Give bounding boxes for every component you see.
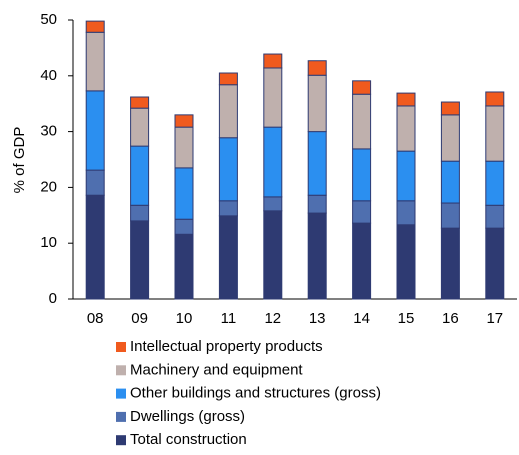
bar-segment (85, 169, 105, 196)
bar-segment (263, 67, 283, 128)
bar-segment (352, 148, 372, 202)
legend-label: Other buildings and structures (gross) (130, 385, 381, 402)
bar-segment (263, 126, 283, 198)
bar-segment (307, 60, 327, 76)
x-tick-label: 15 (398, 310, 415, 327)
x-tick-label: 10 (176, 310, 193, 327)
legend-swatch (116, 342, 126, 352)
legend-swatch (116, 435, 126, 446)
bar-segment (174, 167, 194, 220)
bar-segment (174, 126, 194, 169)
bar-segment (485, 227, 505, 300)
y-tick-label: 30 (40, 123, 57, 140)
legend-label: Intellectual property products (130, 338, 323, 355)
bar-segment (85, 31, 105, 92)
y-tick-label: 0 (49, 290, 57, 307)
x-tick-label: 16 (442, 310, 459, 327)
bar-segment (130, 107, 150, 147)
legend-swatch (116, 365, 126, 376)
bar-segment (440, 160, 460, 204)
bar-segment (396, 224, 416, 300)
bar-segment (440, 101, 460, 116)
y-tick-label: 20 (40, 178, 57, 195)
bar-segment (440, 227, 460, 300)
bar-segment (485, 105, 505, 162)
bar-segment (85, 194, 105, 300)
bar-segment (307, 212, 327, 300)
bar-segment (218, 84, 238, 139)
legend-swatch (116, 388, 126, 399)
bar-segment (307, 194, 327, 214)
bar-segment (352, 200, 372, 224)
bar-segment (174, 233, 194, 300)
bar-segment (440, 202, 460, 229)
bar-segment (396, 150, 416, 202)
bar-segment (352, 93, 372, 150)
bar-segment (85, 20, 105, 33)
x-tick-label: 12 (264, 310, 281, 327)
y-tick-label: 10 (40, 234, 57, 251)
bar-segment (396, 105, 416, 152)
bar-segment (440, 114, 460, 162)
y-axis-label: % of GDP (11, 127, 28, 194)
bar-segment (485, 160, 505, 206)
bar-segment (307, 74, 327, 133)
bar-segment (130, 220, 150, 300)
bar-segment (263, 53, 283, 69)
bar-segment (130, 204, 150, 222)
bar-segment (130, 96, 150, 109)
bar-segment (174, 218, 194, 235)
bar-segment (352, 80, 372, 95)
bar-segment (130, 145, 150, 206)
x-tick-label: 14 (353, 310, 370, 327)
bar-segment (485, 91, 505, 107)
bar-segment (85, 90, 105, 171)
legend-swatch (116, 411, 126, 422)
x-tick-label: 13 (309, 310, 326, 327)
x-tick-label: 11 (221, 310, 237, 327)
bar-segment (263, 196, 283, 212)
bar-segment (307, 131, 327, 196)
bar-segment (396, 200, 416, 226)
y-tick-label: 40 (40, 67, 57, 84)
bar-segment (218, 137, 238, 202)
bar-segment (174, 114, 194, 128)
bar-segment (263, 210, 283, 300)
bar-segment (218, 200, 238, 217)
y-tick-label: 50 (40, 11, 57, 28)
legend-label: Dwellings (gross) (130, 408, 245, 425)
x-tick-label: 08 (87, 310, 104, 327)
legend-label: Machinery and equipment (130, 361, 303, 378)
bar-segment (218, 72, 238, 86)
bar-segment (485, 204, 505, 229)
bar-segment (396, 92, 416, 107)
bar-segment (218, 215, 238, 300)
x-tick-label: 17 (486, 310, 503, 327)
bar-segment (352, 222, 372, 300)
x-tick-label: 09 (131, 310, 148, 327)
legend-label: Total construction (130, 431, 247, 448)
